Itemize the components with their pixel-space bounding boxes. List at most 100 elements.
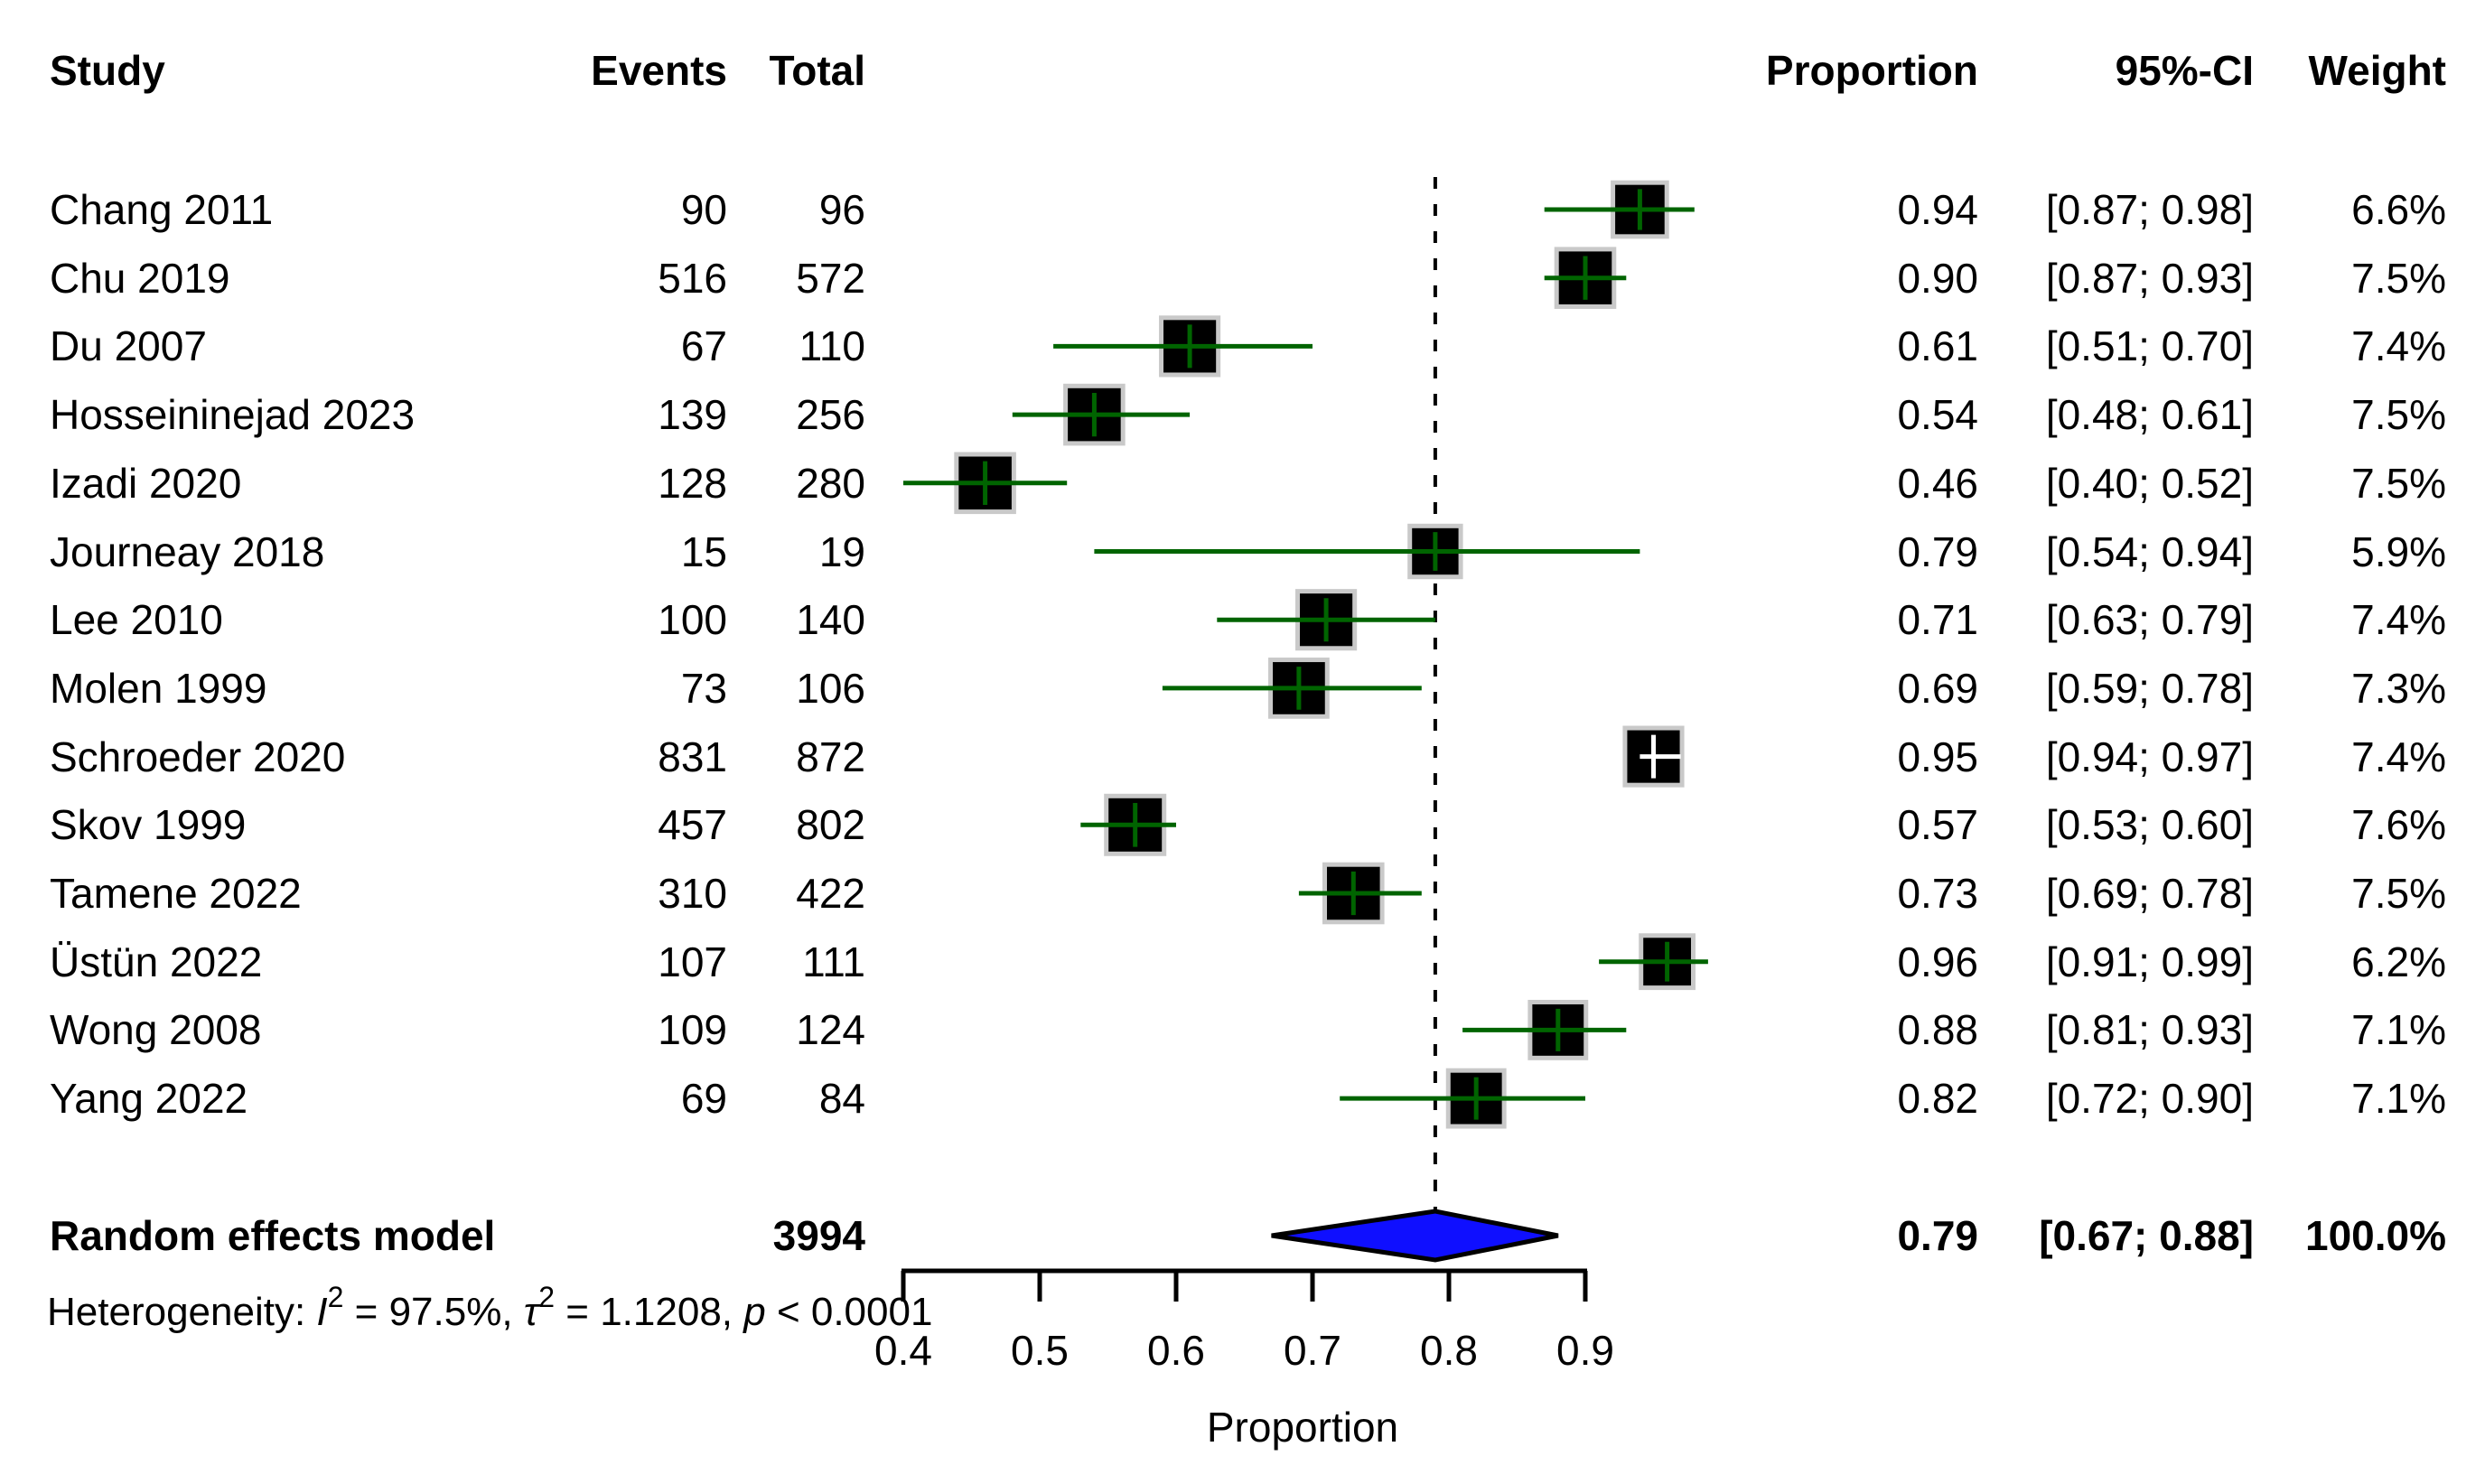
proportion-value: 0.95	[1897, 733, 1978, 780]
proportion-value: 0.79	[1897, 527, 1978, 575]
ci-value: [0.54; 0.94]	[2045, 527, 2254, 575]
heterogeneity-stat-symbol: I	[316, 1290, 328, 1334]
ci-value: [0.51; 0.70]	[2045, 322, 2254, 370]
proportion-value: 0.88	[1897, 1006, 1978, 1054]
column-header-total: Total	[769, 47, 865, 94]
total-value: 872	[796, 733, 865, 780]
study-name: Skov 1999	[50, 801, 247, 849]
x-axis-tick-label: 0.4	[874, 1327, 932, 1374]
summary-proportion: 0.79	[1897, 1212, 1978, 1259]
events-value: 107	[658, 938, 727, 985]
proportion-value: 0.90	[1897, 254, 1978, 302]
ci-value: [0.81; 0.93]	[2045, 1006, 2254, 1054]
study-name: Du 2007	[50, 322, 207, 370]
total-value: 802	[796, 801, 865, 849]
total-value: 280	[796, 459, 865, 507]
ci-value: [0.87; 0.98]	[2045, 186, 2254, 233]
events-value: 15	[680, 527, 727, 575]
ci-value: [0.69; 0.78]	[2045, 870, 2254, 917]
weight-value: 7.5%	[2351, 870, 2446, 917]
proportion-value: 0.71	[1897, 596, 1978, 644]
proportion-value: 0.57	[1897, 801, 1978, 849]
study-name: Yang 2022	[50, 1075, 248, 1123]
proportion-value: 0.96	[1897, 938, 1978, 985]
heterogeneity-superscript: 2	[327, 1281, 344, 1313]
summary-total: 3994	[772, 1212, 865, 1259]
study-name: Schroeder 2020	[50, 733, 346, 780]
column-header-study: Study	[50, 47, 165, 94]
ci-value: [0.87; 0.93]	[2045, 254, 2254, 302]
summary-label: Random effects model	[50, 1212, 496, 1259]
total-value: 256	[796, 391, 865, 439]
total-value: 106	[796, 664, 865, 712]
study-name: Chang 2011	[50, 186, 274, 233]
total-value: 140	[796, 596, 865, 644]
heterogeneity-stat-symbol: p	[743, 1290, 766, 1334]
summary-weight: 100.0%	[2304, 1212, 2446, 1259]
x-axis-tick-label: 0.5	[1011, 1327, 1069, 1374]
total-value: 84	[818, 1075, 865, 1123]
weight-value: 7.5%	[2351, 391, 2446, 439]
weight-value: 7.4%	[2351, 322, 2446, 370]
weight-value: 5.9%	[2351, 527, 2446, 575]
weight-value: 7.5%	[2351, 459, 2446, 507]
total-value: 96	[818, 186, 865, 233]
summary-ci: [0.67; 0.88]	[2039, 1212, 2254, 1259]
events-value: 109	[658, 1006, 727, 1054]
study-name: Wong 2008	[50, 1006, 262, 1054]
heterogeneity-text: = 97.5%,	[343, 1290, 524, 1334]
study-name: Lee 2010	[50, 596, 223, 644]
events-value: 128	[658, 459, 727, 507]
ci-value: [0.72; 0.90]	[2045, 1075, 2254, 1123]
total-value: 111	[802, 938, 865, 985]
proportion-value: 0.46	[1897, 459, 1978, 507]
x-axis-tick-label: 0.6	[1147, 1327, 1205, 1374]
heterogeneity-stat-symbol: τ	[523, 1290, 539, 1334]
ci-value: [0.53; 0.60]	[2045, 801, 2254, 849]
events-value: 67	[680, 322, 727, 370]
weight-value: 6.2%	[2351, 938, 2446, 985]
total-value: 110	[799, 322, 865, 370]
proportion-value: 0.69	[1897, 664, 1978, 712]
events-value: 73	[680, 664, 727, 712]
weight-value: 7.6%	[2351, 801, 2446, 849]
ci-value: [0.40; 0.52]	[2045, 459, 2254, 507]
total-value: 422	[796, 870, 865, 917]
total-value: 572	[796, 254, 865, 302]
x-axis-tick-label: 0.9	[1556, 1327, 1614, 1374]
x-axis-title: Proportion	[1206, 1404, 1399, 1451]
events-value: 69	[680, 1075, 727, 1123]
ci-value: [0.59; 0.78]	[2045, 664, 2254, 712]
ci-value: [0.48; 0.61]	[2045, 391, 2254, 439]
column-header-ci: 95%-CI	[2115, 47, 2254, 94]
weight-value: 7.4%	[2351, 596, 2446, 644]
events-value: 516	[658, 254, 727, 302]
column-header-weight: Weight	[2308, 47, 2446, 94]
events-value: 90	[680, 186, 727, 233]
weight-value: 6.6%	[2351, 186, 2446, 233]
heterogeneity-text: Heterogeneity:	[47, 1290, 317, 1334]
column-header-proportion: Proportion	[1765, 47, 1978, 94]
events-value: 831	[658, 733, 727, 780]
weight-value: 7.5%	[2351, 254, 2446, 302]
heterogeneity-superscript: 2	[538, 1281, 556, 1313]
study-name: Tamene 2022	[50, 870, 302, 917]
events-value: 139	[658, 391, 727, 439]
total-value: 19	[818, 527, 865, 575]
study-name: Hosseininejad 2023	[50, 391, 416, 439]
weight-value: 7.1%	[2351, 1006, 2446, 1054]
x-axis-tick-label: 0.8	[1420, 1327, 1478, 1374]
events-value: 100	[658, 596, 727, 644]
study-name: Journeay 2018	[50, 527, 325, 575]
study-name: Molen 1999	[50, 664, 267, 712]
proportion-value: 0.94	[1897, 186, 1978, 233]
proportion-value: 0.82	[1897, 1075, 1978, 1123]
heterogeneity-note: Heterogeneity: I2 = 97.5%, τ2 = 1.1208, …	[47, 1281, 932, 1340]
x-axis-tick-label: 0.7	[1284, 1327, 1341, 1374]
events-value: 310	[658, 870, 727, 917]
summary-diamond	[1271, 1209, 1559, 1263]
ci-value: [0.94; 0.97]	[2045, 733, 2254, 780]
weight-value: 7.1%	[2351, 1075, 2446, 1123]
